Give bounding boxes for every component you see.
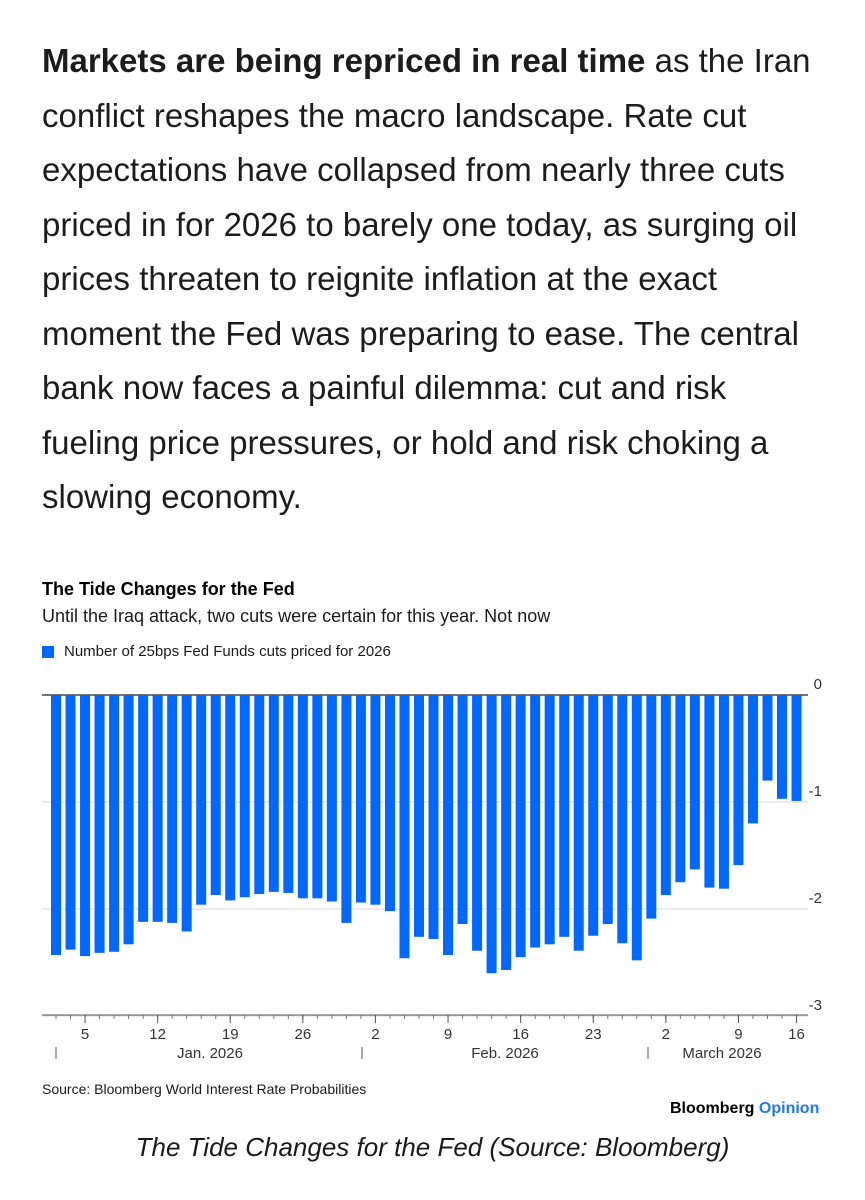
bar — [384, 695, 395, 912]
bar — [486, 695, 497, 974]
bar — [80, 695, 91, 957]
bar — [312, 695, 323, 899]
article-body: as the Iran conflict reshapes the macro … — [42, 42, 811, 515]
bar — [297, 695, 308, 899]
y-tick-label: -3 — [809, 997, 822, 1014]
x-tick-label: 19 — [222, 1026, 239, 1043]
bar — [254, 695, 265, 895]
bar — [515, 695, 526, 958]
x-tick-label: 9 — [444, 1026, 452, 1043]
bar — [631, 695, 642, 961]
bar — [675, 695, 686, 883]
bar — [646, 695, 657, 919]
bar — [777, 695, 787, 799]
bar — [602, 695, 613, 924]
chart-title: The Tide Changes for the Fed — [42, 579, 295, 599]
x-axis: 5 12 19 26 2 9 16 23 2 9 16 Jan. 2026 Feb. 2026 March… — [42, 1014, 808, 1062]
x-tick-label: 23 — [585, 1026, 602, 1043]
bar — [588, 695, 599, 936]
bar — [559, 695, 570, 937]
bar — [326, 695, 337, 902]
bar — [428, 695, 439, 939]
bar — [94, 695, 105, 953]
bar — [399, 695, 410, 959]
chart-legend: Number of 25bps Fed Funds cuts priced fo… — [42, 643, 391, 660]
bar — [733, 695, 744, 866]
bar — [210, 695, 221, 896]
bar — [530, 695, 541, 948]
bars — [51, 695, 802, 974]
bar — [341, 695, 352, 923]
y-tick-label: -1 — [809, 783, 822, 800]
bar — [355, 695, 366, 903]
bar — [370, 695, 381, 905]
bar — [167, 695, 178, 923]
x-tick-label: 16 — [788, 1026, 805, 1043]
brand-logo: Bloomberg Opinion — [670, 1100, 819, 1118]
bar — [196, 695, 207, 905]
y-tick-label: 0 — [814, 676, 822, 693]
x-tick-label: 9 — [734, 1026, 742, 1043]
month-label: March 2026 — [682, 1045, 761, 1062]
bar — [704, 695, 715, 888]
bar — [65, 695, 76, 950]
legend-label: Number of 25bps Fed Funds cuts priced fo… — [64, 643, 391, 660]
bar — [689, 695, 700, 870]
bar — [762, 695, 773, 781]
x-tick-label: 12 — [149, 1026, 166, 1043]
bar — [109, 695, 120, 952]
bar — [283, 695, 294, 893]
legend-swatch — [42, 645, 54, 658]
bar — [573, 695, 584, 951]
image-caption: The Tide Changes for the Fed (Source: Bl… — [135, 1132, 730, 1162]
x-tick-label: 26 — [294, 1026, 311, 1043]
chart-subtitle: Until the Iraq attack, two cuts were cer… — [42, 606, 551, 626]
bar — [718, 695, 729, 889]
bar — [472, 695, 483, 951]
bar — [443, 695, 454, 956]
bar — [225, 695, 236, 901]
month-label: Feb. 2026 — [471, 1045, 539, 1062]
bar — [660, 695, 671, 896]
month-label: Jan. 2026 — [177, 1045, 243, 1062]
brand-product: Opinion — [758, 1100, 820, 1117]
brand-name: Bloomberg — [670, 1100, 755, 1117]
bar — [414, 695, 424, 937]
bar — [457, 695, 468, 924]
bar — [268, 695, 279, 892]
bar — [544, 695, 555, 945]
bar — [747, 695, 758, 824]
y-tick-label: -2 — [809, 890, 822, 907]
y-axis-labels: 0 -1 -2 -3 — [809, 676, 822, 1014]
bar — [239, 695, 250, 898]
source-note: Source: Bloomberg World Interest Rate Pr… — [42, 1081, 367, 1097]
x-tick-label: 5 — [81, 1026, 89, 1043]
bar — [791, 695, 802, 801]
bar — [501, 695, 512, 970]
bar — [617, 695, 628, 944]
article-lead: Markets are being repriced in real time — [42, 42, 646, 79]
x-tick-label: 2 — [662, 1026, 670, 1043]
bar-chart: 5 12 19 26 2 9 16 23 2 9 16 Jan. 2026 Feb. 2026 March… — [42, 676, 822, 1062]
article-text: Markets are being repriced in real time … — [42, 34, 832, 525]
bar — [152, 695, 163, 922]
x-tick-label: 2 — [371, 1026, 379, 1043]
x-tick-label: 16 — [512, 1026, 529, 1043]
bar — [51, 695, 61, 956]
bar — [181, 695, 192, 932]
bar — [138, 695, 149, 922]
bar — [123, 695, 134, 945]
